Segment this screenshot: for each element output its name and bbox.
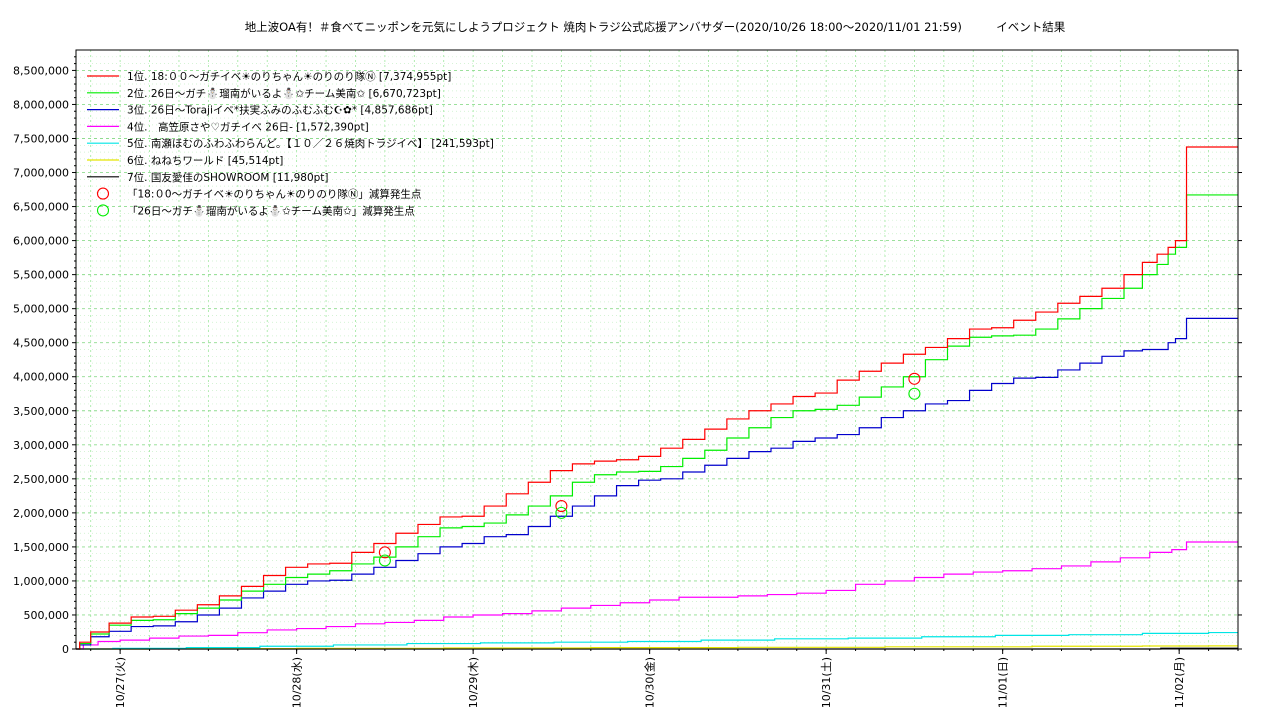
marker-point: [908, 387, 921, 400]
y-tick-label: 3,500,000: [13, 405, 69, 418]
legend-label: 1位. 18:００～ガチイベ☀のりちゃん☀のりのり隊Ⓝ [7,374,955pt…: [127, 70, 451, 83]
marker-point: [378, 554, 391, 567]
y-tick-label: 7,000,000: [13, 167, 69, 180]
x-tick-label: 11/02(月): [1173, 657, 1186, 708]
x-tick-label: 10/30(金): [643, 657, 657, 708]
legend-label: 6位. ねねちワールド [45,514pt]: [127, 154, 283, 167]
axes: 0 500,000 1,000,000 1,500,000 2,000,000 2,500…: [13, 56, 1242, 708]
y-tick-label: 4,000,000: [13, 371, 69, 384]
legend-label: 「18:０0～ガチイベ☀のりちゃん☀のりのり隊Ⓝ」減算発生点: [127, 188, 421, 201]
y-tick-label: 5,500,000: [13, 269, 69, 282]
legend-label: 7位. 国友愛佳のSHOWROOM [11,980pt]: [127, 171, 329, 184]
y-tick-label: 1,500,000: [13, 541, 69, 554]
y-tick-label: 0: [62, 643, 69, 656]
grid: [76, 50, 1239, 649]
y-tick-label: 6,000,000: [13, 235, 69, 248]
marker-point: [555, 506, 568, 519]
marker-point: [555, 500, 568, 513]
marker-point: [908, 372, 921, 385]
y-tick-label: 2,000,000: [13, 507, 69, 520]
legend-marker: [96, 204, 110, 217]
series-line: [76, 146, 1238, 650]
series-line: [76, 631, 1238, 650]
y-tick-label: 500,000: [24, 609, 70, 622]
legend-label: 3位. 26日～Torajiイベ*扶実ふみのふむふむ☪✿* [4,857,686…: [127, 104, 433, 117]
y-tick-label: 2,500,000: [13, 473, 69, 486]
series-lines: [76, 146, 1238, 650]
marker-points: [378, 372, 921, 567]
y-tick-label: 3,000,000: [13, 439, 69, 452]
y-tick-label: 8,500,000: [13, 64, 69, 77]
x-tick-label: 10/31(土): [820, 657, 833, 708]
legend-label: 4位. 高笠原さや♡ガチイベ 26日- [1,572,390pt]: [127, 120, 369, 133]
legend-marker: [96, 187, 110, 200]
series-line: [76, 194, 1238, 650]
legend: 1位. 18:００～ガチイベ☀のりちゃん☀のりのり隊Ⓝ [7,374,955pt…: [87, 70, 494, 217]
x-tick-label: 11/01(日): [997, 657, 1010, 708]
y-tick-label: 6,500,000: [13, 201, 69, 214]
marker-point: [378, 546, 391, 559]
y-tick-label: 7,500,000: [13, 132, 69, 145]
series-line: [76, 317, 1238, 650]
y-tick-label: 1,000,000: [13, 575, 69, 588]
legend-label: 2位. 26日～ガチ⛄瑠南がいるよ⛄✩チーム美南✩ [6,670,723pt]: [127, 87, 441, 100]
chart-title: 地上波OA有！＃食べてニッポンを元気にしようプロジェクト 焼肉トラジ公式応援アン…: [244, 20, 1066, 34]
series-line: [76, 645, 1238, 650]
y-tick-label: 5,000,000: [13, 303, 69, 316]
x-tick-label: 10/27(火): [114, 657, 127, 708]
legend-label: 「26日～ガチ⛄瑠南がいるよ⛄✩チーム美南✩」減算発生点: [127, 204, 415, 217]
series-line: [76, 541, 1238, 650]
x-tick-label: 10/29(木): [467, 657, 480, 708]
y-tick-label: 4,500,000: [13, 337, 69, 350]
legend-label: 5位. 南瀬ほむのふわふわらんど。【１０／２６焼肉トラジイベ】 [241,593…: [127, 137, 494, 150]
y-tick-label: 8,000,000: [13, 98, 69, 111]
x-tick-label: 10/28(水): [291, 657, 304, 708]
